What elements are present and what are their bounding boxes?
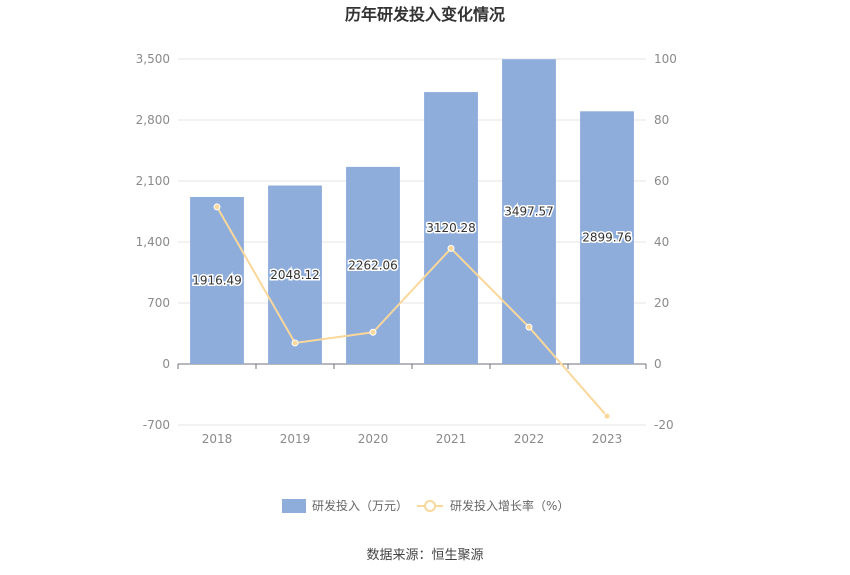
y-right-tick-label: 60 <box>654 174 669 188</box>
bar-data-label: 1916.49 <box>192 273 242 287</box>
bar <box>580 111 634 364</box>
grid <box>178 58 646 426</box>
x-tick-label: 2021 <box>436 432 467 446</box>
x-tick-label: 2022 <box>514 432 545 446</box>
x-tick-label: 2018 <box>202 432 233 446</box>
y-right-tick-label: 100 <box>654 52 677 66</box>
y-left-tick-label: -700 <box>143 418 170 432</box>
bar <box>424 92 478 365</box>
x-axis: 2018 2019 2020 2021 2022 2023 <box>177 364 647 446</box>
y-right-tick-label: -20 <box>654 418 674 432</box>
y-right-tick-label: 20 <box>654 296 669 310</box>
bar <box>502 59 556 364</box>
bar <box>268 185 322 364</box>
legend-line-marker <box>424 500 436 512</box>
y-left-tick-label: 3,500 <box>136 52 170 66</box>
y-left-tick-label: 1,400 <box>136 235 170 249</box>
chart-title: 历年研发投入变化情况 <box>345 5 505 24</box>
growth-point <box>603 412 611 420</box>
growth-point <box>369 328 377 336</box>
bar-labels: 1916.49 2048.12 2262.06 3120.28 3497.57 2899.… <box>191 203 634 289</box>
growth-point <box>447 244 455 252</box>
bar-series <box>190 59 634 365</box>
growth-point <box>525 323 533 331</box>
y-right-tick-label: 80 <box>654 113 669 127</box>
line-series <box>213 203 611 420</box>
legend-bar-label: 研发投入（万元） <box>312 498 408 513</box>
y-left-tick-label: 0 <box>162 357 170 371</box>
data-source: 数据来源：恒生聚源 <box>366 548 483 563</box>
legend-line-label: 研发投入增长率（%） <box>450 498 569 513</box>
left-axis: 3,500 2,800 2,100 1,400 700 0 -700 <box>136 52 170 432</box>
bar-data-label: 2048.12 <box>270 268 320 282</box>
y-left-tick-label: 700 <box>147 296 170 310</box>
growth-point <box>213 203 221 211</box>
bar <box>190 196 244 364</box>
x-tick-label: 2020 <box>358 432 389 446</box>
y-left-tick-label: 2,800 <box>136 113 170 127</box>
y-right-tick-label: 0 <box>654 357 662 371</box>
bar-data-label: 2899.76 <box>582 231 632 245</box>
legend[interactable]: 研发投入（万元） 研发投入增长率（%） <box>282 498 569 513</box>
right-axis: 100 80 60 40 20 0 -20 <box>654 52 677 432</box>
y-right-tick-label: 40 <box>654 235 669 249</box>
x-tick-label: 2019 <box>280 432 311 446</box>
x-tick-label: 2023 <box>592 432 623 446</box>
bar-data-label: 2262.06 <box>348 258 398 272</box>
growth-point <box>291 339 299 347</box>
bar-data-label: 3497.57 <box>504 205 554 219</box>
y-left-tick-label: 2,100 <box>136 174 170 188</box>
growth-line <box>216 206 608 417</box>
bar-data-label: 3120.28 <box>426 221 476 235</box>
legend-bar-swatch <box>282 499 306 513</box>
